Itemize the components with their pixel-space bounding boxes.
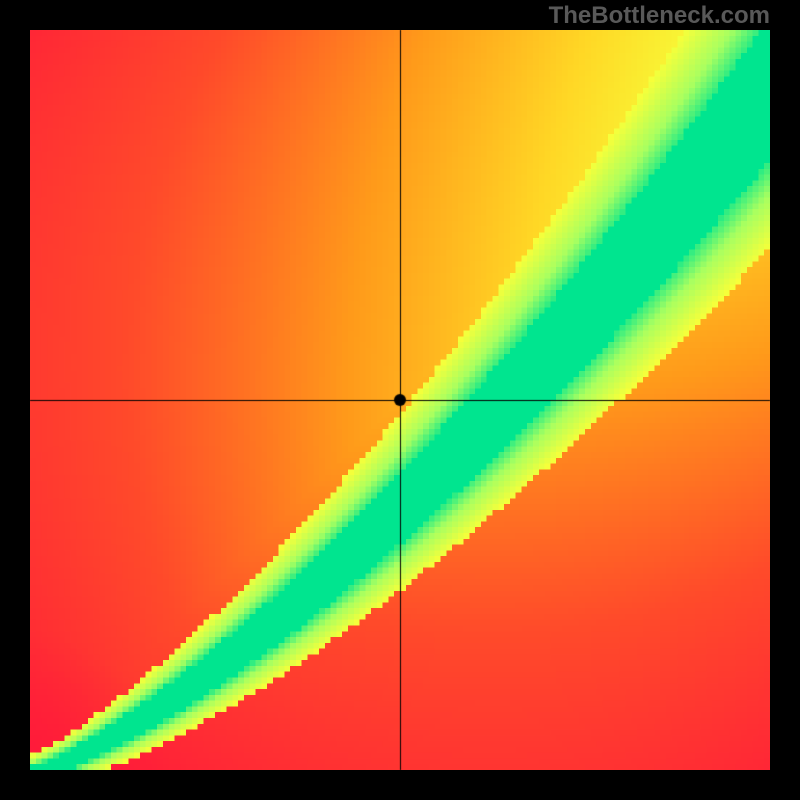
chart-container: TheBottleneck.com xyxy=(0,0,800,800)
bottleneck-heatmap xyxy=(30,30,770,770)
watermark-label: TheBottleneck.com xyxy=(549,2,770,30)
